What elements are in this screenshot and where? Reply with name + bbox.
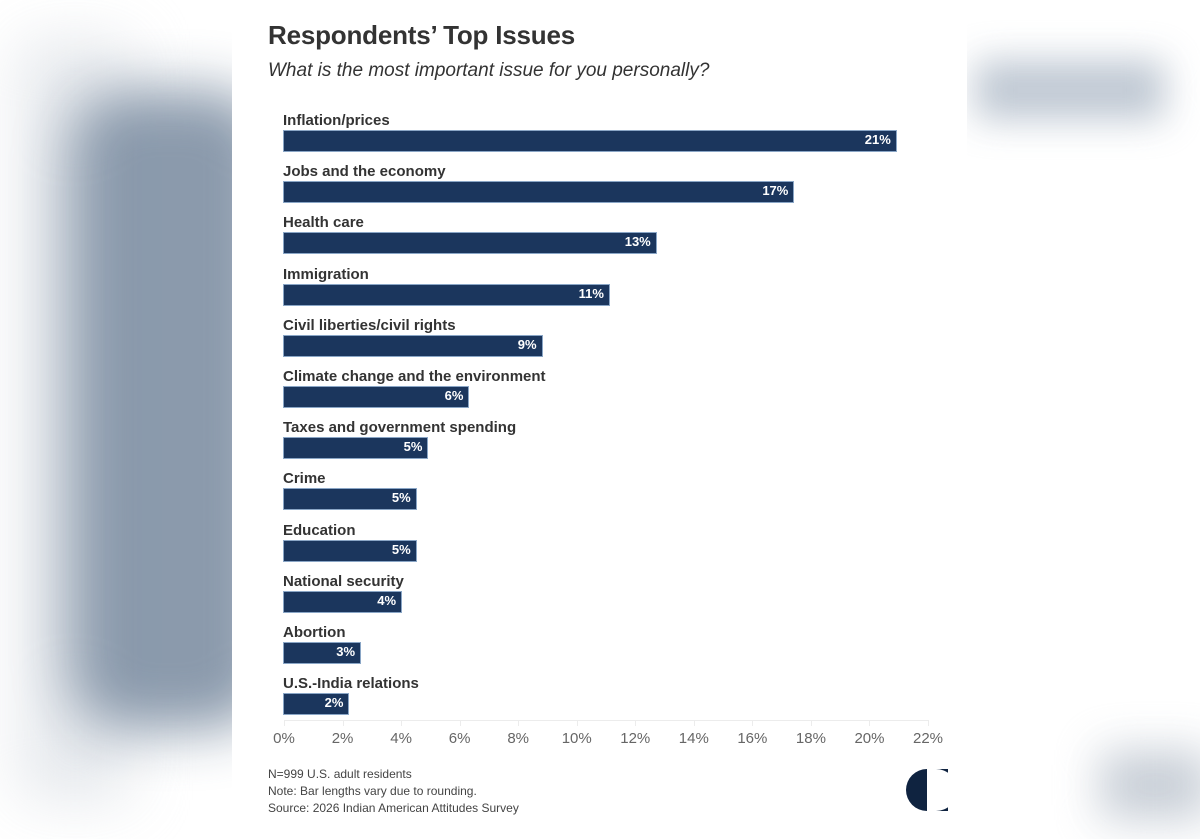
x-tick-label: 0%	[273, 730, 295, 747]
bar-category-label: Civil liberties/civil rights	[283, 316, 456, 334]
x-tick-label: 10%	[561, 730, 592, 747]
bar-category-label: Health care	[283, 214, 364, 232]
bar-category-label: Taxes and government spending	[283, 419, 517, 437]
bar-category-label: U.S.-India relations	[283, 675, 419, 693]
x-tick-label: 8%	[507, 730, 530, 747]
x-tick-mark	[401, 720, 403, 726]
x-tick-label: 18%	[795, 730, 826, 747]
x-tick-mark	[284, 720, 285, 726]
bar: 3%	[284, 643, 361, 663]
x-tick-mark	[518, 720, 520, 726]
bar: 4%	[284, 591, 402, 612]
bar-value-label: 2%	[324, 695, 344, 711]
bar-value-label: 21%	[864, 132, 891, 147]
bar-value-label: 4%	[377, 592, 397, 608]
x-tick-label: 4%	[390, 730, 412, 747]
x-tick-label: 16%	[737, 730, 768, 747]
bar-value-label: 5%	[391, 490, 411, 506]
bar-value-label: 17%	[762, 183, 789, 199]
bar: 5%	[284, 489, 416, 510]
bar-value-label: 3%	[336, 644, 356, 659]
x-tick-mark	[928, 720, 929, 726]
bar-value-label: 5%	[403, 439, 423, 455]
bar-category-label: Climate change and the environment	[283, 368, 546, 385]
bar: 17%	[284, 182, 794, 203]
bar-category-label: Jobs and the economy	[283, 163, 446, 181]
x-tick-mark	[342, 720, 344, 726]
x-tick-mark	[576, 720, 578, 726]
bar-category-label: Inflation/prices	[283, 112, 390, 129]
bar: 13%	[284, 233, 656, 254]
x-tick-mark	[810, 720, 812, 726]
chart-title: Respondents’ Top Issues	[268, 20, 575, 50]
bar: 21%	[284, 131, 896, 151]
bar: 11%	[284, 284, 609, 305]
bar-value-label: 5%	[391, 541, 411, 557]
x-tick-mark	[693, 720, 695, 726]
bar-category-label: National security	[283, 572, 404, 590]
x-tick-label: 2%	[331, 730, 354, 747]
bar-value-label: 9%	[517, 336, 537, 352]
x-tick-label: 22%	[912, 730, 944, 747]
x-tick-label: 14%	[678, 730, 709, 747]
x-tick-mark	[752, 720, 754, 726]
bar: 2%	[284, 694, 349, 715]
rounding-note: Note: Bar lengths vary due to rounding.	[268, 784, 477, 798]
x-tick-label: 12%	[620, 730, 651, 747]
half-circle-logo-icon	[906, 769, 948, 811]
bar: 5%	[284, 540, 416, 561]
bar-value-label: 13%	[624, 234, 651, 250]
bar-category-label: Immigration	[283, 265, 369, 283]
background-blur	[1100, 750, 1200, 820]
bar-category-label: Abortion	[283, 624, 346, 641]
sample-note: N=999 U.S. adult residents	[268, 767, 412, 781]
x-tick-label: 6%	[448, 730, 471, 747]
x-tick-mark	[869, 720, 871, 726]
x-tick-mark	[459, 720, 461, 726]
bar: 9%	[284, 335, 542, 356]
chart-card: Respondents’ Top Issues What is the most…	[232, 0, 967, 832]
background-blur	[975, 60, 1165, 120]
chart-subtitle: What is the most important issue for you…	[268, 60, 710, 81]
bar-value-label: 11%	[578, 285, 604, 301]
x-axis-line	[284, 720, 928, 721]
bar-category-label: Education	[283, 521, 356, 539]
x-tick-mark	[635, 720, 637, 726]
bar-category-label: Crime	[283, 470, 326, 488]
bar-value-label: 6%	[444, 388, 464, 403]
x-tick-label: 20%	[854, 730, 885, 747]
bar: 6%	[284, 387, 469, 407]
bar: 5%	[284, 438, 428, 459]
source-note: Source: 2026 Indian American Attitudes S…	[268, 801, 519, 815]
